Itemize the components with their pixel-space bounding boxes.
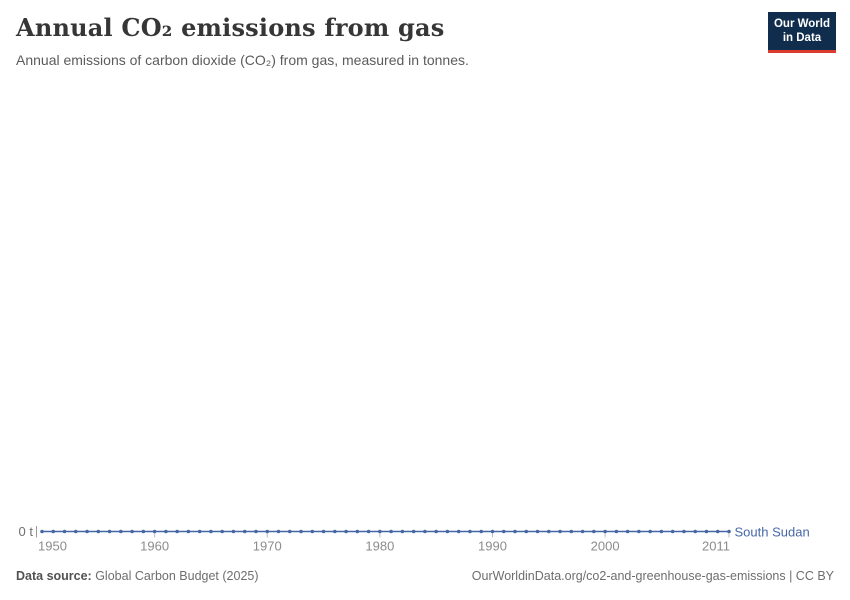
data-point <box>704 529 709 534</box>
data-point <box>378 529 382 534</box>
data-point <box>254 529 258 534</box>
data-point <box>670 529 675 534</box>
data-point <box>501 529 506 534</box>
data-point <box>265 529 270 534</box>
data-point <box>727 529 731 534</box>
data-source-label: Data source: <box>16 569 92 583</box>
data-point <box>569 529 574 534</box>
data-point <box>400 529 405 534</box>
data-point <box>333 529 337 534</box>
x-axis-tick-label: 1990 <box>478 539 507 554</box>
data-point <box>310 529 315 534</box>
data-point <box>614 529 619 534</box>
data-point <box>152 529 157 534</box>
data-point <box>231 529 236 534</box>
data-point <box>411 529 416 534</box>
data-point <box>287 529 292 534</box>
data-point <box>175 529 179 534</box>
chart-subtitle: Annual emissions of carbon dioxide (CO₂)… <box>16 52 469 68</box>
data-point <box>40 529 44 534</box>
data-point <box>625 529 630 534</box>
data-source-note: Data source: Global Carbon Budget (2025) <box>16 569 259 583</box>
data-point <box>299 529 303 534</box>
data-point <box>535 529 540 534</box>
data-point <box>276 529 281 534</box>
x-axis-tick-label: 2000 <box>591 539 620 554</box>
data-point <box>197 529 202 534</box>
data-point <box>242 529 247 534</box>
data-point <box>693 529 698 534</box>
data-point <box>547 529 551 534</box>
data-point <box>141 529 146 534</box>
data-point <box>220 529 224 534</box>
y-axis-zero-label: 0 t <box>19 524 34 539</box>
data-point <box>682 529 686 534</box>
owid-logo[interactable]: Our World in Data <box>768 12 836 53</box>
data-point <box>164 529 168 534</box>
data-point <box>715 529 720 534</box>
data-point <box>558 529 562 534</box>
data-point <box>355 529 360 534</box>
data-point <box>580 529 585 534</box>
data-point <box>445 529 450 534</box>
data-point <box>434 529 438 534</box>
owid-logo-line1: Our World <box>773 18 830 30</box>
data-point <box>524 529 529 534</box>
data-point <box>648 529 652 534</box>
data-point <box>344 529 348 534</box>
owid-logo-line2: in Data <box>782 32 822 45</box>
x-axis-tick-label: 1950 <box>38 539 67 554</box>
chart-title: Annual CO₂ emissions from gas <box>16 13 445 42</box>
citation-link[interactable]: OurWorldinData.org/co2-and-greenhouse-ga… <box>471 569 834 583</box>
data-point <box>321 529 326 534</box>
x-axis-tick-label: 2011 <box>702 539 730 554</box>
data-point <box>592 529 596 534</box>
data-point <box>637 529 641 534</box>
data-point <box>186 529 191 534</box>
x-axis-tick-label: 1980 <box>365 539 394 554</box>
data-point <box>62 529 67 534</box>
data-point <box>107 529 112 534</box>
data-point <box>130 529 134 534</box>
data-point <box>513 529 517 534</box>
data-point <box>73 529 78 534</box>
data-point <box>389 529 393 534</box>
data-point <box>209 529 213 534</box>
data-point <box>490 529 495 534</box>
x-axis-tick-label: 1960 <box>140 539 169 554</box>
data-point <box>603 529 607 534</box>
data-point <box>85 529 89 534</box>
data-point <box>119 529 123 534</box>
data-point <box>659 529 664 534</box>
data-point <box>366 529 371 534</box>
data-source-value: Global Carbon Budget (2025) <box>91 569 259 583</box>
data-point <box>468 529 472 534</box>
series-label-south-sudan[interactable]: South Sudan <box>735 525 810 540</box>
x-axis-tick-label: 1970 <box>253 539 282 554</box>
data-point <box>51 529 56 534</box>
data-point <box>456 529 461 534</box>
data-point <box>423 529 427 534</box>
data-point <box>479 529 484 534</box>
data-point <box>96 529 101 534</box>
